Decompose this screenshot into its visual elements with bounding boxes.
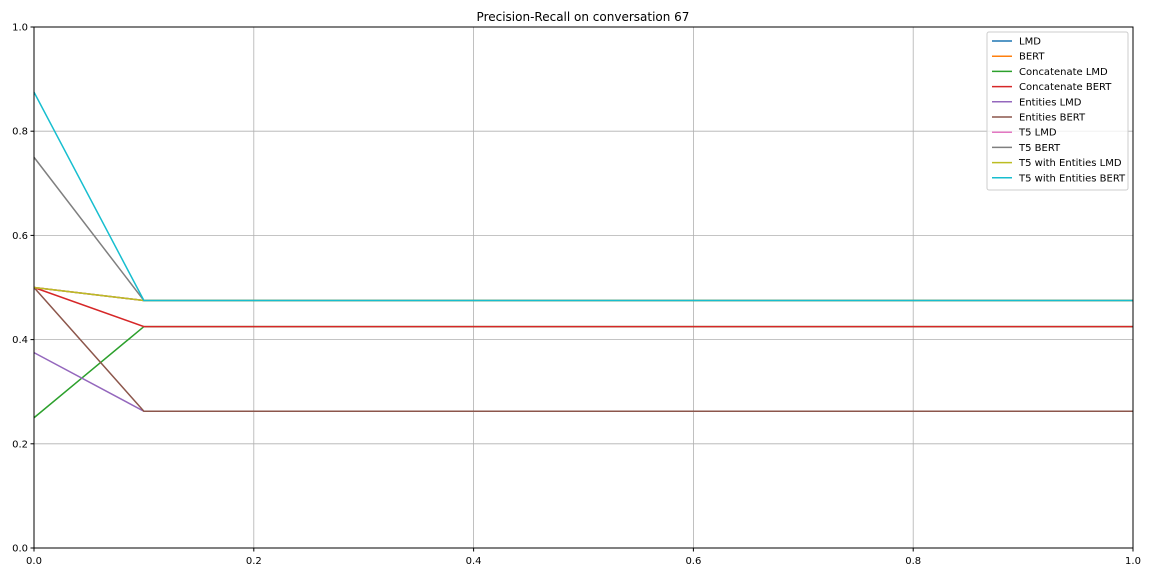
legend-label: T5 with Entities BERT <box>1018 173 1126 184</box>
series-line-t5-with-entities-lmd <box>33 286 1133 302</box>
x-tick-label: 0.6 <box>685 556 701 567</box>
x-tick-label: 0.8 <box>905 556 921 567</box>
y-tick-label: 0.8 <box>12 127 28 138</box>
series-line-lmd <box>33 286 1133 302</box>
series-line-entities-bert <box>33 287 1133 412</box>
y-tick-label: 1.0 <box>12 23 28 34</box>
legend-label: Entities BERT <box>1019 113 1086 124</box>
legend-label: T5 BERT <box>1018 143 1061 154</box>
series-lines <box>33 91 1133 419</box>
x-tick-label: 0.2 <box>246 556 262 567</box>
legend-label: Concatenate LMD <box>1019 67 1108 78</box>
legend-box <box>986 31 1129 191</box>
x-tick-label: 1.0 <box>1125 556 1141 567</box>
y-tick-label: 0.4 <box>12 335 28 346</box>
series-line-t5-bert <box>33 156 1133 302</box>
axis-ticks: 0.0 0.2 0.4 0.6 0.8 1.0 0.0 0.2 0.4 0.6 0.8 1.0 <box>12 23 1141 568</box>
legend-label: T5 with Entities LMD <box>1018 158 1122 169</box>
plot-frame <box>33 26 1134 549</box>
series-line-t5-with-entities-bert <box>33 91 1133 302</box>
series-line-t5-lmd <box>33 286 1133 302</box>
series-line-entities-lmd <box>33 351 1133 412</box>
legend: LMD BERT Concatenate LMD Concatenate BERT En… <box>986 31 1129 191</box>
x-tick-label: 0.0 <box>26 556 42 567</box>
y-tick-label: 0.0 <box>12 544 28 555</box>
legend-label: BERT <box>1019 52 1045 63</box>
y-tick-label: 0.6 <box>12 231 28 242</box>
legend-label: T5 LMD <box>1018 128 1057 139</box>
legend-label: Entities LMD <box>1019 97 1082 108</box>
x-tick-label: 0.4 <box>466 556 482 567</box>
legend-label: LMD <box>1019 37 1041 48</box>
series-line-bert <box>33 286 1133 302</box>
legend-label: Concatenate BERT <box>1019 82 1112 93</box>
y-tick-label: 0.2 <box>12 439 28 450</box>
series-line-concatenate-lmd <box>33 325 1133 419</box>
chart-title: Precision-Recall on conversation 67 <box>477 10 690 24</box>
grid <box>33 26 1134 549</box>
series-line-concatenate-bert <box>33 286 1133 328</box>
